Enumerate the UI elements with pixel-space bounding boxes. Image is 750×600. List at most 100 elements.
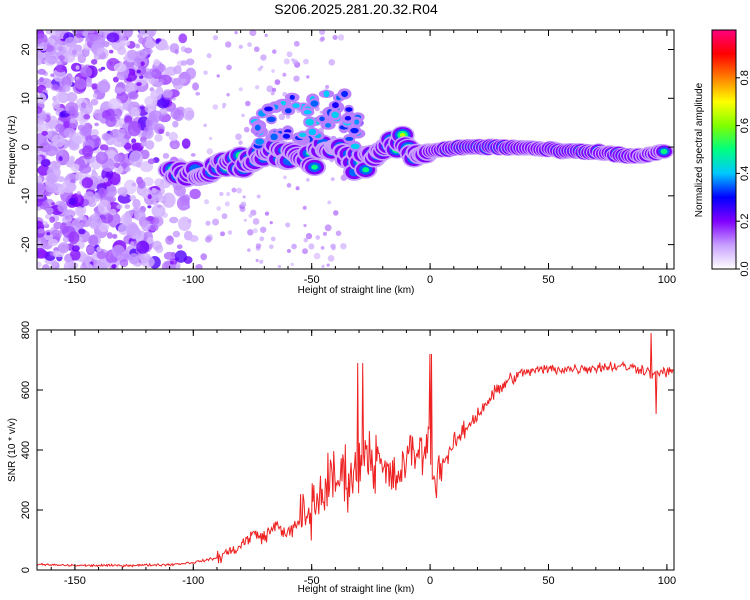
colorbar-tick-label: 0.4 [739,166,750,181]
noise-blob [152,65,159,70]
ridge-core [303,110,312,115]
x-tick-label: -50 [304,575,320,587]
noise-blob [71,49,77,55]
noise-blob [129,195,137,201]
ridge-core [319,116,325,122]
noise-blob [128,253,140,265]
noise-blob [181,138,191,149]
ridge-core [344,116,352,121]
noise-blob [75,65,80,70]
noise-dot [242,195,246,199]
noise-dot [219,191,224,197]
noise-blob [65,102,79,115]
x-tick-label: 100 [658,274,676,286]
noise-blob [116,70,129,81]
noise-blob [119,31,125,37]
noise-blob [42,220,48,226]
noise-blob [172,230,181,238]
noise-blob [112,76,119,83]
noise-dot [252,218,260,225]
noise-blob [86,246,95,254]
noise-blob [112,136,127,148]
noise-dot [260,54,267,61]
noise-blob [141,220,151,232]
noise-blob [123,142,132,150]
noise-blob [70,163,80,172]
noise-blob [173,65,182,75]
noise-dot [335,230,342,237]
noise-blob [111,264,117,269]
noise-blob [132,198,141,209]
noise-dot [303,223,307,228]
noise-blob [53,138,65,148]
noise-dot [220,231,226,237]
noise-dot [254,85,260,90]
noise-dot [337,34,345,41]
noise-blob [158,195,164,199]
snr-y-axis: 0 200 400 600 800 [20,321,674,573]
noise-dot [222,102,227,107]
noise-blob [103,41,110,48]
noise-dot [325,84,330,89]
noise-blob [101,132,111,141]
noise-dot [248,213,253,218]
noise-dot [206,53,212,59]
noise-blob [95,151,109,165]
noise-blob [93,262,107,269]
noise-blob [85,80,93,88]
noise-blob [187,218,192,224]
noise-blob [106,32,120,43]
x-tick-label: -150 [64,274,86,286]
noise-blob [154,134,163,142]
y-tick-label: -10 [20,188,32,204]
noise-dot [224,201,230,207]
spectrogram-x-axis: -150 -100 -50 0 50 100 [50,30,676,286]
noise-blob [78,164,92,174]
noise-dot [283,175,287,180]
colorbar-tick-label: 0.6 [739,118,750,133]
noise-blob [80,102,87,109]
noise-blob [195,263,203,269]
noise-blob [81,145,94,158]
noise-dot [238,87,243,92]
noise-dot [282,72,287,77]
noise-dot [203,123,207,128]
noise-blob [98,68,103,72]
noise-blob [69,118,76,124]
noise-blob [41,130,48,136]
noise-blob [37,228,45,234]
noise-blob [64,36,77,48]
noise-blob [69,155,75,162]
noise-blob [51,202,56,206]
ridge-core [354,119,360,125]
noise-dot [252,228,258,234]
noise-blob [156,204,162,209]
noise-blob [65,182,77,192]
x-tick-label: -150 [64,575,86,587]
noise-dot [305,233,313,240]
noise-dot [308,243,315,250]
noise-blob [103,177,108,183]
noise-blob [189,235,199,243]
noise-blob [58,156,63,162]
snr-plot-area [37,330,674,570]
noise-blob [37,118,41,123]
noise-blob [87,30,96,34]
noise-dot [249,30,257,37]
noise-blob [113,154,123,163]
x-tick-label: 0 [427,575,433,587]
ridge-core [255,138,264,145]
noise-blob [172,77,184,90]
noise-blob [57,201,68,213]
ridge-core [345,136,354,141]
noise-blob [90,98,99,106]
noise-blob [37,30,44,33]
noise-blob [58,55,65,61]
noise-blob [100,212,114,224]
ridge-blob [362,167,370,173]
noise-blob [181,194,191,203]
noise-blob [64,215,70,220]
noise-blob [117,193,132,204]
noise-blob [57,242,70,254]
x-tick-label: -50 [304,274,320,286]
